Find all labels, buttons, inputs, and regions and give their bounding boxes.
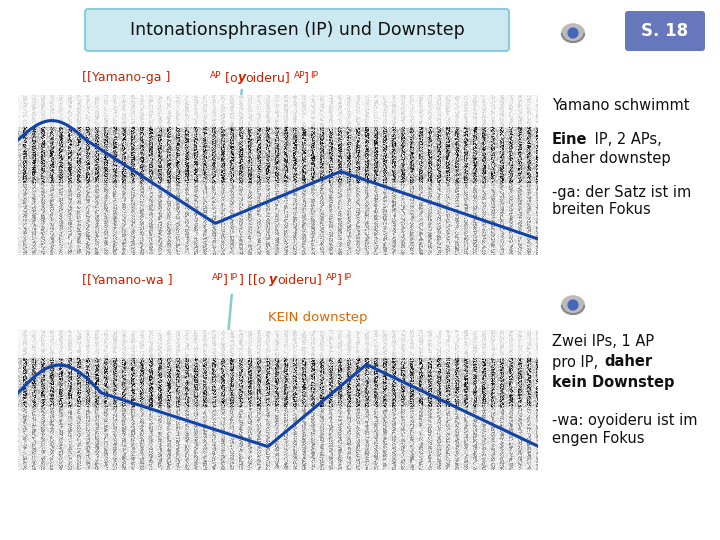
Text: ]: ]: [223, 273, 228, 287]
Text: engen Fokus: engen Fokus: [552, 430, 644, 445]
Text: H+L*: H+L*: [315, 372, 350, 384]
Text: ] [[o: ] [[o: [239, 273, 266, 287]
Text: IP: IP: [310, 71, 318, 80]
Text: [[Yamano-wa ]: [[Yamano-wa ]: [82, 273, 173, 287]
FancyBboxPatch shape: [625, 11, 705, 51]
Text: Eine: Eine: [552, 132, 588, 147]
Text: AP: AP: [212, 273, 223, 282]
Ellipse shape: [562, 296, 584, 314]
Circle shape: [568, 28, 578, 38]
Text: kein Downstep: kein Downstep: [552, 375, 675, 389]
Text: IP: IP: [343, 273, 351, 282]
Text: pro IP,: pro IP,: [552, 354, 603, 369]
Text: S. 18: S. 18: [642, 22, 688, 40]
Text: daher downstep: daher downstep: [552, 151, 670, 165]
Text: AP: AP: [210, 71, 222, 80]
Text: downstep: downstep: [318, 152, 382, 165]
Text: H*+L: H*+L: [338, 192, 373, 205]
Text: KEIN downstep: KEIN downstep: [268, 312, 367, 325]
Text: L%: L%: [450, 458, 469, 471]
Text: -wa: oyoideru ist im: -wa: oyoideru ist im: [552, 413, 698, 428]
Text: ]: ]: [337, 273, 342, 287]
Text: H+L*: H+L*: [22, 355, 55, 368]
Text: L%: L%: [180, 458, 199, 471]
Text: %L: %L: [19, 461, 38, 474]
Text: %L: %L: [19, 244, 38, 256]
Text: oideru]: oideru]: [277, 273, 322, 287]
Text: ]: ]: [304, 71, 309, 84]
Text: daher: daher: [604, 354, 652, 369]
Text: oideru]: oideru]: [245, 71, 289, 84]
FancyBboxPatch shape: [85, 9, 509, 51]
Text: AP: AP: [294, 71, 305, 80]
Text: Yamano schwimmt: Yamano schwimmt: [552, 98, 690, 112]
Text: H+L*: H+L*: [22, 118, 55, 132]
Circle shape: [568, 300, 578, 310]
Text: -ga: der Satz ist im: -ga: der Satz ist im: [552, 185, 691, 199]
Text: L%: L%: [490, 239, 509, 252]
Ellipse shape: [562, 24, 584, 42]
Text: Zwei IPs, 1 AP: Zwei IPs, 1 AP: [552, 334, 654, 349]
Text: AP: AP: [326, 273, 338, 282]
Text: IP: IP: [229, 273, 237, 282]
Text: L%: L%: [182, 228, 201, 241]
Text: IP, 2 APs,: IP, 2 APs,: [590, 132, 662, 147]
Text: y: y: [238, 71, 246, 84]
Text: breiten Fokus: breiten Fokus: [552, 202, 651, 218]
Text: Intonationsphrasen (IP) und Downstep: Intonationsphrasen (IP) und Downstep: [130, 21, 464, 39]
Text: [o: [o: [221, 71, 238, 84]
Text: [[Yamano-ga ]: [[Yamano-ga ]: [82, 71, 171, 84]
Text: y: y: [269, 273, 277, 287]
